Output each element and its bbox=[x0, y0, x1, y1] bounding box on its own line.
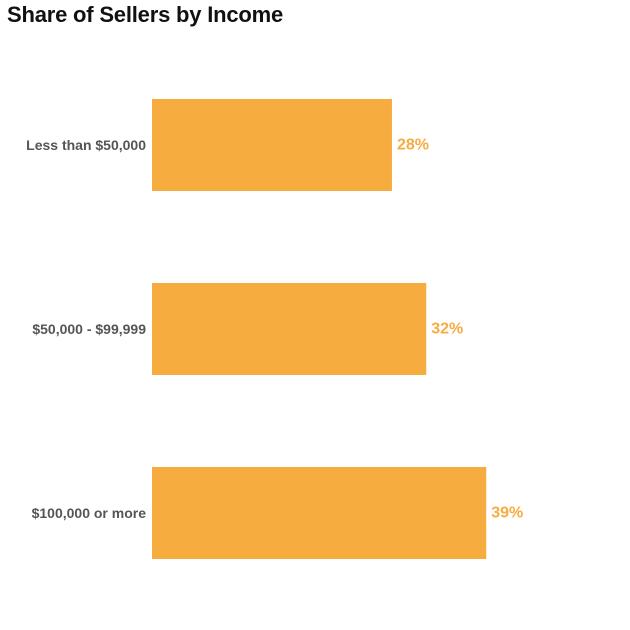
category-label-3: $100,000 or more bbox=[32, 505, 147, 521]
category-labels-group: Less than $50,000 $50,000 - $99,999 $100,0… bbox=[26, 137, 146, 521]
category-label-2: $50,000 - $99,999 bbox=[32, 321, 146, 337]
bar-1 bbox=[152, 99, 392, 191]
value-labels-group: 28% 32% 39% bbox=[397, 137, 523, 522]
value-label-1: 28% bbox=[397, 137, 429, 154]
value-label-3: 39% bbox=[491, 505, 523, 522]
bar-2 bbox=[152, 283, 427, 375]
bar-3 bbox=[152, 467, 487, 559]
chart-title: Share of Sellers by Income bbox=[7, 2, 284, 27]
bars-group bbox=[152, 99, 487, 559]
category-label-1: Less than $50,000 bbox=[26, 137, 146, 153]
value-label-2: 32% bbox=[431, 321, 463, 338]
